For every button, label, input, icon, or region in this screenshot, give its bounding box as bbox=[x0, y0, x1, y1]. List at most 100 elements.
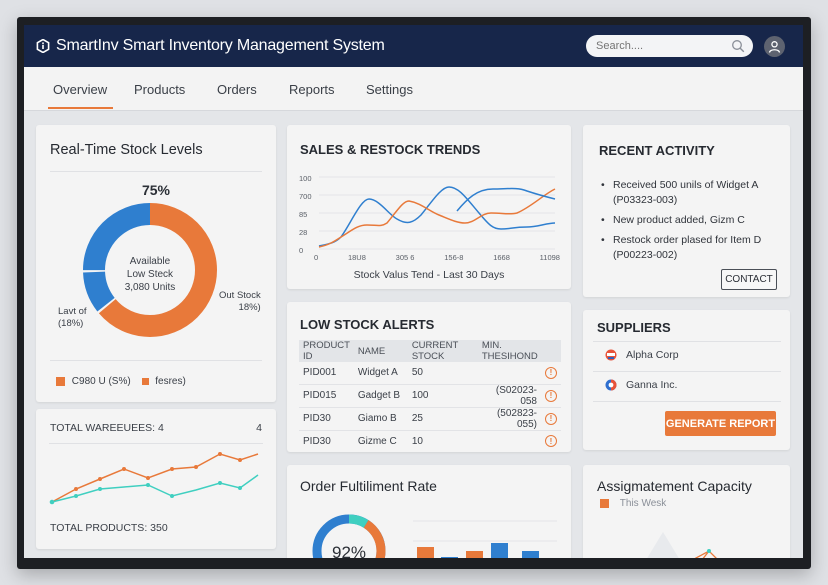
sales-line-chart bbox=[318, 176, 556, 250]
capacity-title: Assigmatement Capacity bbox=[597, 478, 752, 494]
min-threshold: (502823-055) bbox=[477, 407, 541, 431]
center-line-2: Low Steck bbox=[126, 269, 174, 280]
donut-center-label: Available Low Steck 3,080 Units bbox=[104, 255, 196, 294]
stock-levels-title: Real-Time Stock Levels bbox=[50, 142, 203, 158]
tab-products[interactable]: Products bbox=[134, 82, 186, 97]
nav-tabs: Overview Products Orders Reports Setting… bbox=[24, 67, 803, 111]
supplier-item[interactable]: Ganna Inc. bbox=[605, 379, 677, 391]
column-header[interactable]: CURRENT STOCK bbox=[407, 340, 478, 362]
column-header[interactable]: MIN. THESIHOND bbox=[477, 340, 561, 362]
suppliers-card: SUPPLIERS Alpha Corp Ganna Inc. GENERATE… bbox=[583, 310, 790, 450]
activity-item[interactable]: New product added, Gizm C bbox=[601, 213, 781, 228]
contact-button[interactable]: CONTACT bbox=[721, 269, 777, 290]
x-tick: 156-8 bbox=[444, 253, 464, 262]
stock-levels-card: Real-Time Stock Levels 75% Available Low… bbox=[36, 125, 276, 402]
warehouses-card: TOTAL WAREEUEES: 4 4 TOTAL PRODUCTS: 350 bbox=[36, 409, 276, 549]
y-tick: 0 bbox=[299, 246, 304, 255]
divider bbox=[593, 341, 781, 342]
divider bbox=[593, 371, 781, 372]
ganna-inc-logo-icon bbox=[605, 379, 617, 391]
low-stock-card: LOW STOCK ALERTS PRODUCT ID NAME CURRENT… bbox=[287, 302, 571, 452]
low-stock-title: LOW STOCK ALERTS bbox=[300, 317, 435, 332]
y-tick: 100 bbox=[299, 174, 312, 183]
supplier-name: Ganna Inc. bbox=[626, 379, 678, 391]
x-axis-ticks: 0 18U8 305 6 156-8 1668 11098 bbox=[314, 253, 560, 262]
legend-label: This Wesk bbox=[619, 498, 667, 509]
tab-orders[interactable]: Orders bbox=[217, 82, 257, 97]
min-threshold: (S02023-058 bbox=[477, 384, 541, 408]
app-window: SmartInv Smart Inventory Management Syst… bbox=[24, 25, 803, 558]
stock-top-percent: 75% bbox=[141, 182, 171, 198]
product-id: PID30 bbox=[299, 407, 354, 431]
table-row[interactable]: PID015 Gadget B 100 (S02023-058 ! bbox=[299, 384, 561, 408]
alert-icon[interactable]: ! bbox=[545, 435, 557, 448]
column-header[interactable]: NAME bbox=[353, 340, 408, 362]
generate-report-button[interactable]: GENERATE REPORT bbox=[665, 411, 776, 436]
tab-overview[interactable]: Overview bbox=[47, 82, 114, 109]
min-threshold bbox=[477, 362, 541, 385]
current-stock: 10 bbox=[411, 435, 423, 447]
divider bbox=[50, 171, 262, 172]
recent-activity-card: RECENT ACTIVITY Received 500 unils of Wi… bbox=[583, 125, 790, 297]
user-icon bbox=[768, 41, 781, 53]
x-tick: 305 6 bbox=[395, 253, 415, 262]
divider bbox=[49, 443, 263, 444]
alert-icon[interactable]: ! bbox=[545, 389, 557, 402]
x-tick: 0 bbox=[314, 253, 319, 262]
product-id: PID015 bbox=[299, 384, 354, 408]
out-stock-label: Out Stock 18%) bbox=[219, 290, 261, 314]
y-axis-ticks: 100 700 85 28 0 bbox=[299, 170, 312, 260]
current-stock: 100 bbox=[407, 384, 478, 408]
y-tick: 700 bbox=[299, 192, 312, 201]
out-stock-text: Out Stock bbox=[219, 290, 261, 301]
product-id: PID30 bbox=[303, 435, 331, 447]
fulfillment-donut bbox=[312, 514, 386, 558]
x-tick: 11098 bbox=[539, 253, 560, 262]
tab-reports[interactable]: Reports bbox=[289, 82, 335, 97]
warehouses-value: 4 bbox=[256, 422, 262, 434]
lavt-of-percent: (18%) bbox=[58, 318, 84, 329]
activity-item[interactable]: Restock order plased for Item D (P00223-… bbox=[601, 233, 781, 263]
supplier-item[interactable]: Alpha Corp bbox=[605, 349, 679, 361]
table-header-row: PRODUCT ID NAME CURRENT STOCK MIN. THESI… bbox=[299, 340, 561, 362]
capacity-legend: This Wesk bbox=[600, 498, 666, 509]
table-row[interactable]: PID30 Giamo B 25 (502823-055) ! bbox=[299, 407, 561, 431]
center-line-1: Available bbox=[129, 256, 171, 267]
activity-item[interactable]: Received 500 unils of Widget A (P03323-0… bbox=[601, 178, 781, 208]
total-warehouses-label: TOTAL WAREEUEES: 4 bbox=[50, 422, 164, 434]
low-stock-table: PRODUCT ID NAME CURRENT STOCK MIN. THESI… bbox=[299, 340, 561, 452]
product-name: Giamo B bbox=[353, 407, 408, 431]
tab-settings[interactable]: Settings bbox=[366, 82, 413, 97]
search-icon[interactable] bbox=[731, 39, 745, 53]
center-line-3: 3,080 Units bbox=[124, 282, 176, 293]
fulfillment-bar-chart bbox=[413, 520, 557, 558]
legend-item: C980 U (S%) bbox=[71, 376, 131, 387]
x-tick: 18U8 bbox=[347, 253, 366, 262]
user-avatar[interactable] bbox=[764, 36, 785, 57]
sales-trends-card: SALES & RESTOCK TRENDS 100 700 85 28 0 0… bbox=[287, 125, 571, 289]
top-bar: SmartInv Smart Inventory Management Syst… bbox=[24, 25, 803, 67]
search-box[interactable] bbox=[586, 35, 753, 57]
y-tick: 85 bbox=[299, 210, 308, 219]
stock-donut-chart bbox=[83, 203, 217, 337]
current-stock: 25 bbox=[407, 407, 478, 431]
legend-swatch-orange bbox=[600, 498, 609, 508]
app-title: SmartInv Smart Inventory Management Syst… bbox=[56, 37, 385, 54]
legend-swatch-orange bbox=[56, 376, 65, 386]
activity-list: Received 500 unils of Widget A (P03323-0… bbox=[601, 178, 781, 268]
alert-icon[interactable]: ! bbox=[545, 412, 557, 425]
alpha-corp-logo-icon bbox=[605, 349, 617, 361]
y-tick: 28 bbox=[299, 228, 308, 237]
table-row[interactable]: PID30 Gizme C 10 ! bbox=[299, 430, 561, 452]
warehouse-trend-chart bbox=[49, 452, 259, 505]
table-row[interactable]: PID001 Widget A 50 ! bbox=[299, 362, 561, 385]
alert-icon[interactable]: ! bbox=[545, 366, 557, 379]
legend-item: fesres) bbox=[155, 376, 186, 387]
capacity-card: Assigmatement Capacity This Wesk bbox=[583, 465, 790, 558]
logo-icon bbox=[36, 39, 50, 53]
search-input[interactable] bbox=[596, 40, 726, 52]
product-name: Gizme C bbox=[357, 435, 397, 447]
column-header[interactable]: PRODUCT ID bbox=[299, 340, 354, 362]
fulfillment-card: Order Fultiliment Rate 92% bbox=[287, 465, 571, 558]
fulfillment-percent: 92% bbox=[331, 543, 367, 558]
